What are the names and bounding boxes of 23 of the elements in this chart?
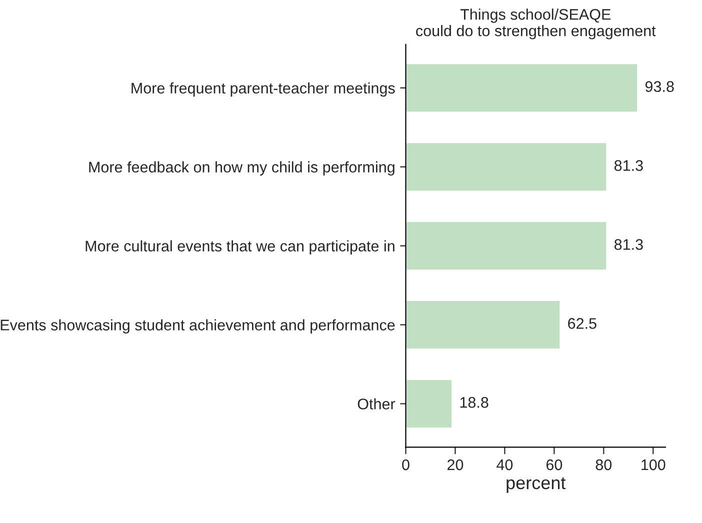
- bar: [406, 300, 562, 350]
- data-label: 81.3: [614, 239, 643, 250]
- x-tick-label: 20: [448, 459, 464, 470]
- y-tick-label: Other: [358, 398, 396, 410]
- y-tick-label: More feedback on how my child is performing: [89, 161, 394, 176]
- x-tick-label: 60: [546, 459, 562, 470]
- bar: [406, 378, 453, 429]
- y-tick-label: More frequent parent-teacher meetings: [132, 82, 395, 97]
- bar: [406, 62, 638, 114]
- x-tick-label: 0: [402, 459, 410, 470]
- x-axis-title: percent: [506, 477, 566, 493]
- x-tick-label: 40: [496, 459, 513, 470]
- data-label: 62.5: [568, 318, 596, 329]
- data-label: 93.8: [645, 81, 674, 92]
- chart-title: Things school/SEAQE could do to strengthen engagement: [416, 8, 656, 40]
- bar: [406, 142, 608, 192]
- data-label: 81.3: [614, 160, 643, 171]
- data-label: 18.8: [460, 397, 488, 408]
- x-tick-label: 80: [596, 459, 612, 470]
- y-tick-label: More cultural events that we can participate in: [86, 240, 394, 255]
- x-tick-label: 100: [642, 459, 666, 470]
- y-tick-label: Events showcasing student achievement and performance: [0, 319, 395, 334]
- bar: [406, 220, 608, 271]
